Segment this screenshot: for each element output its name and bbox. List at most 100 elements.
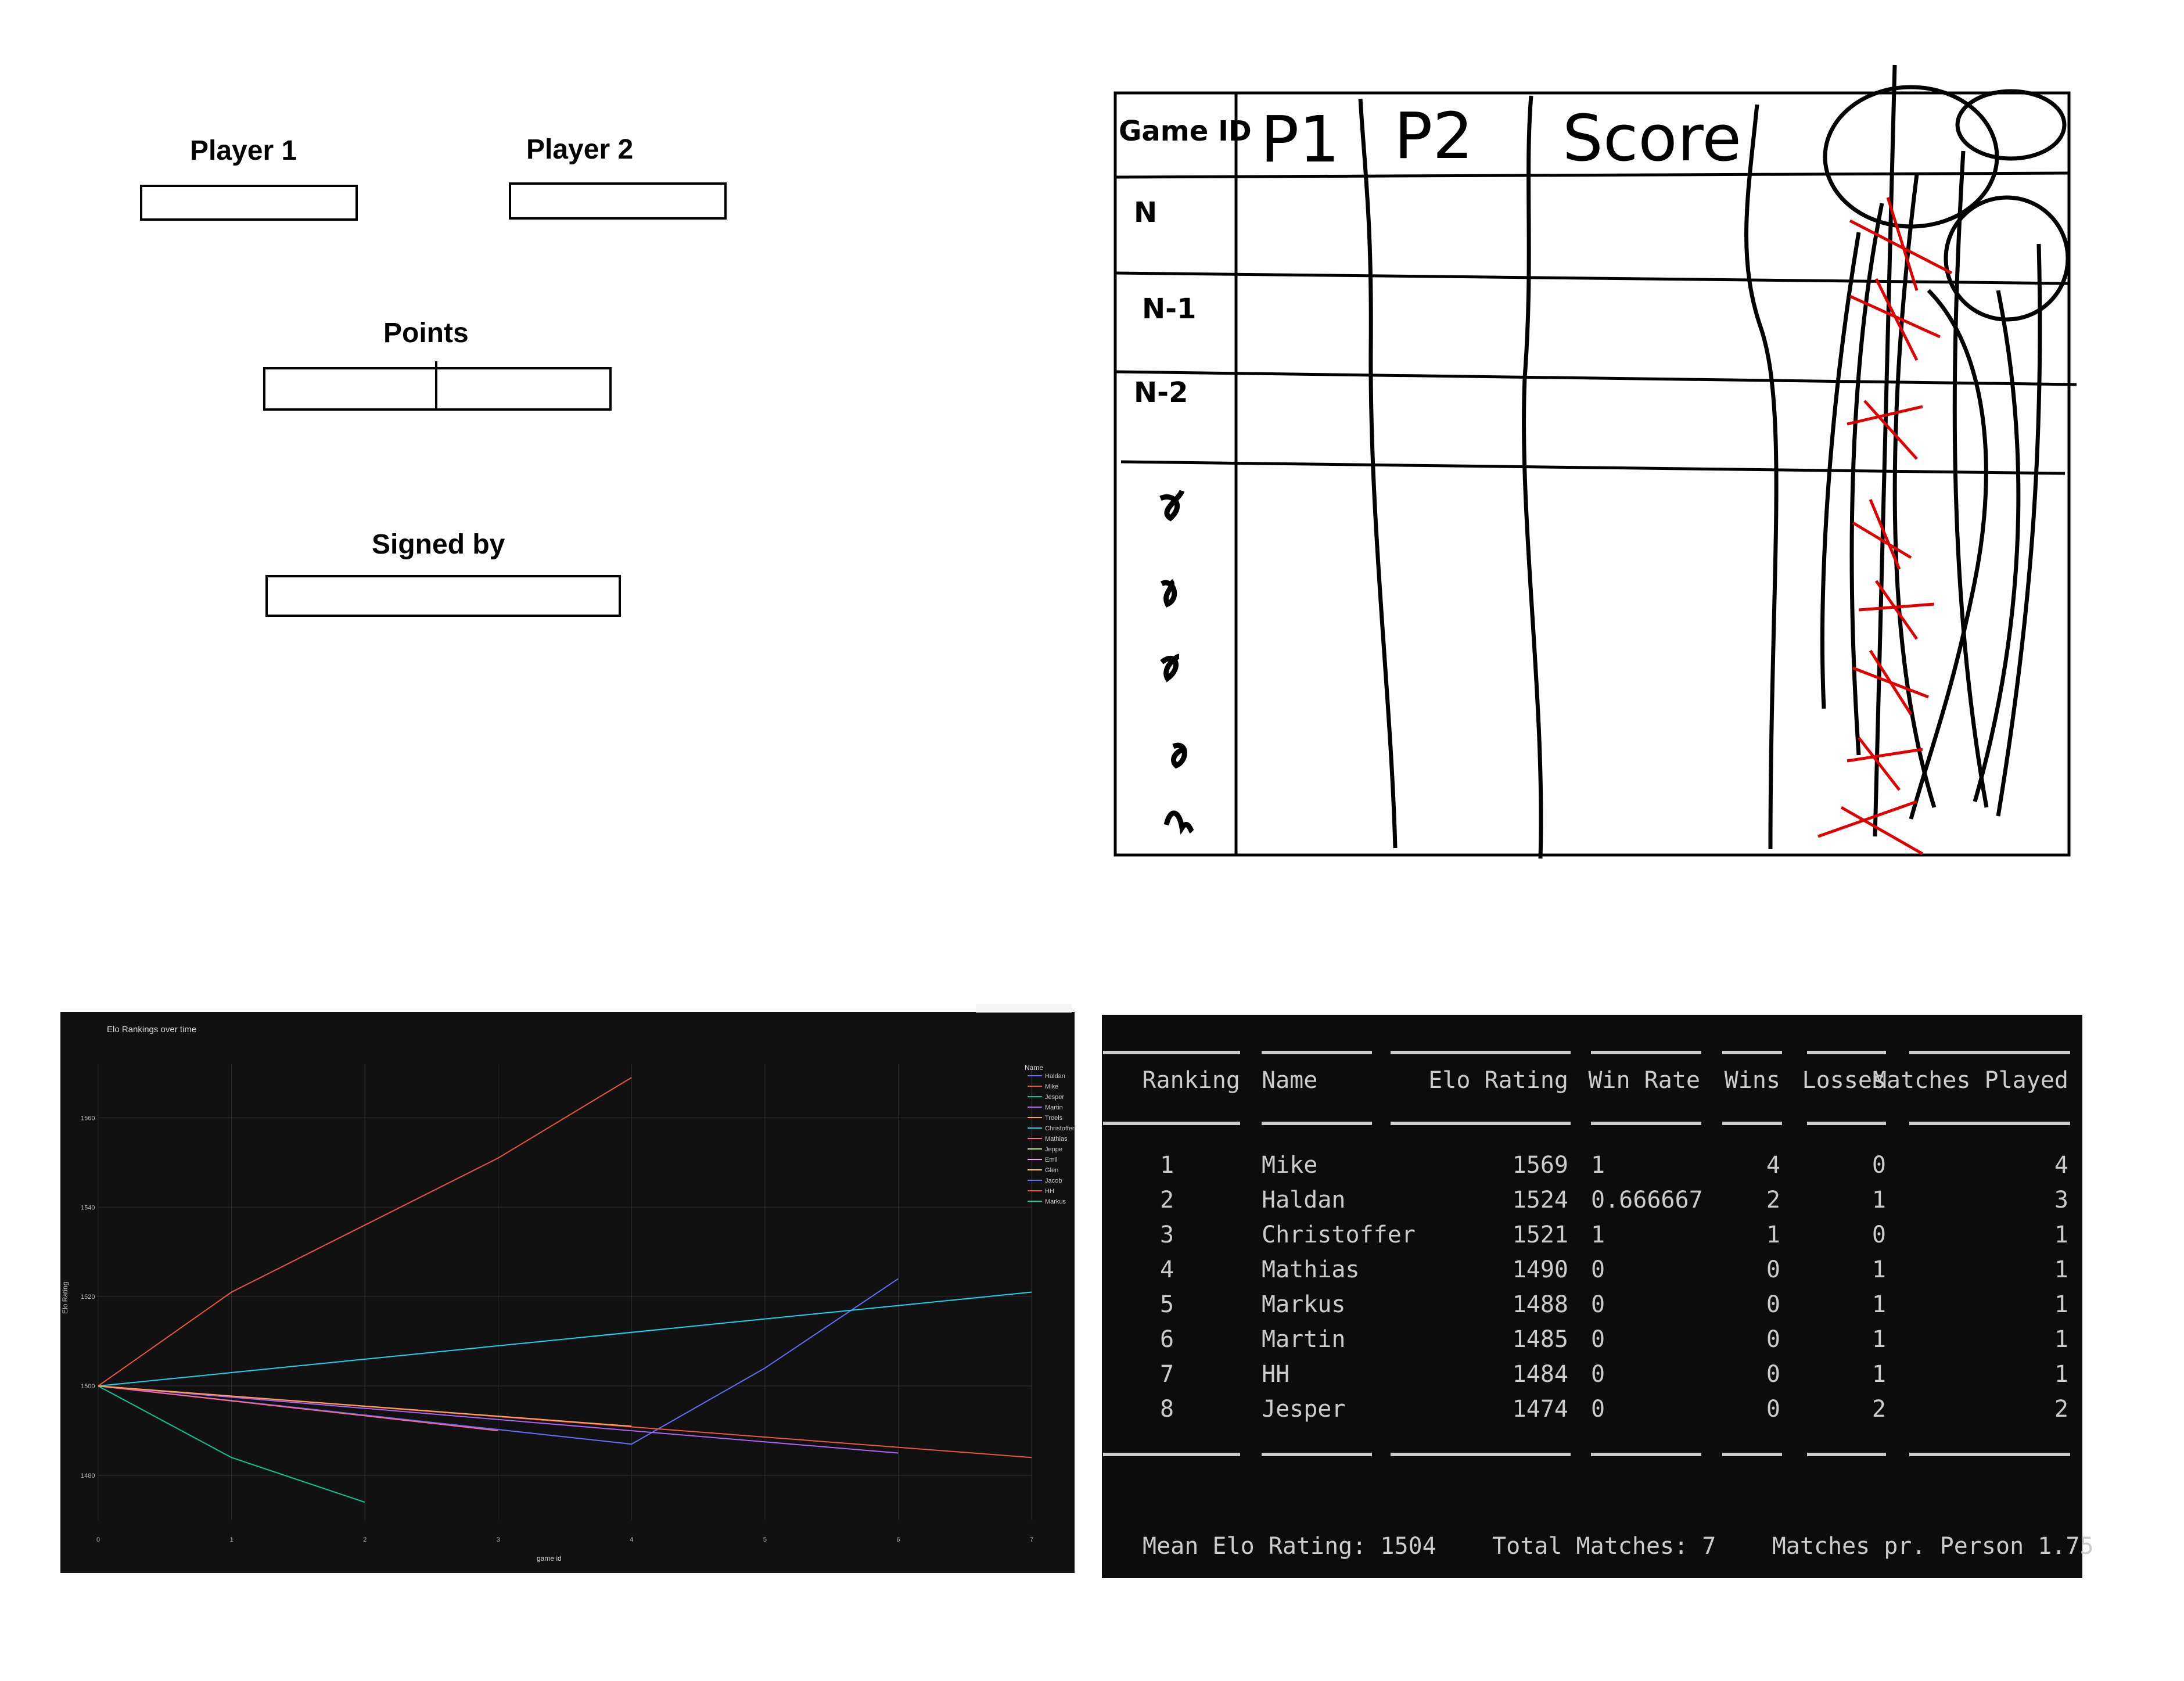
cell-name: Mathias [1262, 1256, 1360, 1283]
x-tick-label: 4 [630, 1536, 633, 1543]
cell-wins: 4 [1766, 1152, 1780, 1179]
separator [1391, 1122, 1571, 1125]
elo-chart-svg: 0 1 2 3 4 5 6 7 1480 1500 1520 1540 1560 Elo Rankin… [61, 1025, 1075, 1563]
separator [1591, 1051, 1701, 1054]
cell-losses: 0 [1872, 1222, 1886, 1248]
x-tick-label: 0 [96, 1536, 100, 1543]
series-line-martin [98, 1385, 899, 1454]
header-ranking: Ranking [1142, 1067, 1240, 1094]
cell-matches: 1 [2054, 1361, 2068, 1388]
player1-input[interactable] [140, 185, 358, 221]
legend-item[interactable]: Glen [1028, 1167, 1058, 1174]
header-wins: Wins [1724, 1067, 1780, 1094]
legend-label: Jeppe [1045, 1146, 1062, 1153]
cell-losses: 1 [1872, 1291, 1886, 1318]
series-line-christoffer [98, 1291, 1032, 1387]
chart-title: Elo Rankings over time [107, 1025, 196, 1035]
cell-elo: 1521 [1512, 1222, 1568, 1248]
chart-x-ticks: 0 1 2 3 4 5 6 7 [96, 1536, 1033, 1543]
cell-losses: 1 [1872, 1361, 1886, 1388]
row-label-n-1: N-1 [1142, 293, 1197, 325]
cell-ranking: 6 [1160, 1326, 1174, 1353]
legend-item[interactable]: Troels [1028, 1115, 1063, 1122]
chart-ylabel: Elo Rating [61, 1282, 69, 1314]
cell-losses: 1 [1872, 1187, 1886, 1213]
scribble-dots [1159, 489, 1194, 835]
table-row: 3 Christoffer 1521 1 1 0 1 [1102, 1218, 2082, 1252]
legend-item[interactable]: Mike [1028, 1083, 1058, 1090]
separator [1103, 1122, 1240, 1125]
legend-item[interactable]: Markus [1028, 1198, 1066, 1205]
chart-legend[interactable]: Haldan Mike Jesper Martin Troels Christoffer M… [1028, 1073, 1075, 1205]
cell-ranking: 5 [1160, 1291, 1174, 1318]
cell-matches: 1 [2054, 1256, 2068, 1283]
separator [1391, 1051, 1571, 1054]
cell-elo: 1485 [1512, 1326, 1568, 1353]
legend-item[interactable]: Haldan [1028, 1073, 1065, 1080]
chart-modebar[interactable] [976, 1004, 1072, 1013]
leaderboard-terminal: Ranking Name Elo Rating Win Rate Wins Lo… [1102, 1015, 2094, 1578]
y-tick-label: 1560 [81, 1115, 95, 1122]
cell-win-rate: 0 [1591, 1326, 1605, 1353]
cell-losses: 1 [1872, 1256, 1886, 1283]
signed-by-input[interactable] [265, 575, 621, 617]
cell-ranking: 4 [1160, 1256, 1174, 1283]
table-header-row: Ranking Name Elo Rating Win Rate Wins Lo… [1102, 1064, 2082, 1097]
series-line-mike [98, 1077, 632, 1387]
cell-wins: 0 [1766, 1256, 1780, 1283]
chart-xlabel: game id [537, 1554, 562, 1563]
legend-label: Haldan [1045, 1073, 1065, 1080]
separator [1807, 1453, 1886, 1456]
legend-item[interactable]: Martin [1028, 1104, 1063, 1111]
summary-row: Mean Elo Rating: 1504 Total Matches: 7 M… [1102, 1529, 2094, 1563]
table-row: 7 HH 1484 0 0 1 1 [1102, 1357, 2082, 1391]
legend-item[interactable]: Jeppe [1028, 1146, 1062, 1153]
legend-item[interactable]: Emil [1028, 1156, 1057, 1163]
legend-item[interactable]: Jacob [1028, 1177, 1062, 1184]
series-line-mathias [98, 1385, 498, 1432]
separator [1591, 1453, 1701, 1456]
legend-label: Jacob [1045, 1177, 1062, 1184]
legend-label: Glen [1045, 1167, 1058, 1174]
x-tick-label: 7 [1030, 1536, 1033, 1543]
header-p1: P1 [1260, 102, 1339, 177]
legend-item[interactable]: HH [1028, 1188, 1054, 1195]
legend-item[interactable]: Mathias [1028, 1136, 1068, 1143]
chart-series [98, 1077, 1032, 1503]
chart-grid [98, 1064, 1032, 1520]
legend-item[interactable]: Christoffer [1028, 1125, 1075, 1132]
header-matches-played: Matches Played [1872, 1067, 2068, 1094]
cell-win-rate: 0 [1591, 1396, 1605, 1423]
header-losses: Losses [1802, 1067, 1887, 1094]
cell-matches: 1 [2054, 1222, 2068, 1248]
cell-elo: 1484 [1512, 1361, 1568, 1388]
legend-item[interactable]: Jesper [1028, 1094, 1064, 1101]
separator [1807, 1122, 1886, 1125]
cell-matches: 2 [2054, 1396, 2068, 1423]
cell-elo: 1569 [1512, 1152, 1568, 1179]
y-tick-label: 1480 [81, 1472, 95, 1479]
player2-input[interactable] [509, 182, 727, 220]
series-line-jesper [98, 1385, 365, 1503]
separator [1391, 1453, 1571, 1456]
cell-wins: 0 [1766, 1326, 1780, 1353]
header-name: Name [1262, 1067, 1318, 1094]
points-input[interactable] [263, 361, 612, 411]
legend-label: HH [1045, 1188, 1054, 1195]
points-label: Points [383, 318, 469, 349]
header-elo: Elo Rating [1428, 1067, 1568, 1094]
x-tick-label: 3 [497, 1536, 500, 1543]
cell-name: HH [1262, 1361, 1290, 1388]
separator [1722, 1051, 1782, 1054]
signed-by-label: Signed by [372, 529, 505, 560]
cell-ranking: 8 [1160, 1396, 1174, 1423]
separator [1909, 1453, 2070, 1456]
series-line-markus [98, 1385, 632, 1427]
table-row: 2 Haldan 1524 0.666667 2 1 3 [1102, 1183, 2082, 1217]
legend-label: Troels [1045, 1115, 1063, 1122]
player1-label: Player 1 [190, 135, 297, 166]
cell-ranking: 3 [1160, 1222, 1174, 1248]
cell-name: Haldan [1262, 1187, 1346, 1213]
summary-text: Mean Elo Rating: 1504 Total Matches: 7 M… [1143, 1533, 2094, 1560]
elo-chart: 0 1 2 3 4 5 6 7 1480 1500 1520 1540 1560 Elo Rankin… [60, 1012, 1075, 1573]
